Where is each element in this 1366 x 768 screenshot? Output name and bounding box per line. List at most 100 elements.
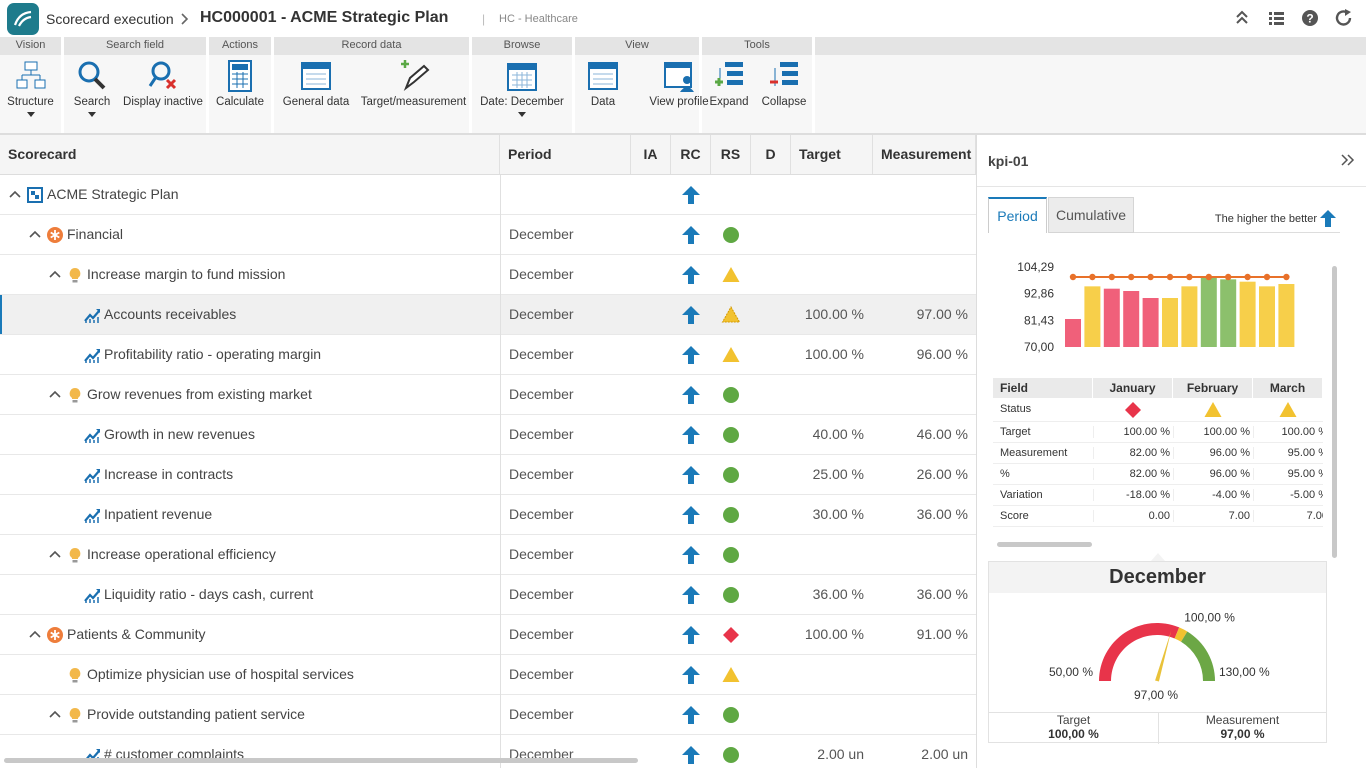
- table-row[interactable]: Increase in contractsDecember25.00 %26.0…: [0, 455, 976, 495]
- toolbar-button[interactable]: Calculate: [209, 55, 271, 131]
- button-label: Display inactive: [120, 96, 206, 108]
- row-name[interactable]: Patients & Community: [67, 626, 206, 642]
- grid-header: Field: [993, 378, 1093, 398]
- list-icon[interactable]: [1269, 12, 1284, 25]
- table-row[interactable]: Accounts receivablesDecember100.00 %97.0…: [0, 295, 976, 335]
- chevron: [1348, 155, 1353, 165]
- table-row[interactable]: Profitability ratio - operating marginDe…: [0, 335, 976, 375]
- row-name[interactable]: Financial: [67, 226, 123, 242]
- toolbar-button[interactable]: Date: December: [472, 55, 572, 131]
- cell-divider: [500, 415, 501, 455]
- column-header[interactable]: Target: [791, 135, 873, 174]
- panel-tab[interactable]: Cumulative: [1048, 197, 1134, 233]
- table-row[interactable]: # customer complaintsDecember2.00 un2.00…: [0, 735, 976, 768]
- row-name[interactable]: Accounts receivables: [104, 306, 236, 322]
- grid-cell: 7.00: [1173, 510, 1250, 522]
- icon-shape: [22, 70, 40, 80]
- icon-shape: [70, 268, 81, 279]
- toolbar-button[interactable]: Target/measurement: [358, 55, 469, 131]
- icon-shape: [85, 511, 99, 521]
- row-name[interactable]: Grow revenues from existing market: [87, 386, 312, 402]
- gauge-title: December: [989, 566, 1326, 589]
- panel-tab[interactable]: Period: [988, 197, 1047, 233]
- table-row[interactable]: Optimize physician use of hospital servi…: [0, 655, 976, 695]
- collapse-icon[interactable]: [1237, 12, 1247, 23]
- toolbar-button[interactable]: Data: [561, 55, 645, 131]
- table-row[interactable]: Financial December: [0, 215, 976, 255]
- icon-shape: [1237, 12, 1247, 17]
- direction-note: The higher the better: [1215, 213, 1317, 225]
- table-row[interactable]: Inpatient revenueDecember30.00 %36.00 %: [0, 495, 976, 535]
- column-header[interactable]: IA: [631, 135, 671, 174]
- row-name[interactable]: Increase in contracts: [104, 466, 233, 482]
- arrow: [518, 112, 526, 117]
- row-icon: [84, 347, 100, 364]
- row-period: December: [509, 226, 574, 242]
- cell-divider: [500, 615, 501, 655]
- refresh-icon[interactable]: [1337, 9, 1351, 24]
- arrow-up: [682, 346, 700, 364]
- column-header[interactable]: RS: [711, 135, 751, 174]
- column-header[interactable]: RC: [671, 135, 711, 174]
- column-header[interactable]: Measurement: [873, 135, 976, 174]
- status-circle: [723, 707, 739, 723]
- pointer: [1151, 553, 1165, 561]
- row-icon: [67, 547, 83, 564]
- table-row[interactable]: Growth in new revenuesDecember40.00 %46.…: [0, 415, 976, 455]
- row-name[interactable]: Growth in new revenues: [104, 426, 255, 442]
- row-measurement: 26.00 %: [917, 466, 968, 482]
- row-name[interactable]: Profitability ratio - operating margin: [104, 346, 321, 362]
- row-name[interactable]: Inpatient revenue: [104, 506, 212, 522]
- column-header[interactable]: D: [751, 135, 791, 174]
- row-period: December: [509, 586, 574, 602]
- toolbar-button[interactable]: Collapse: [756, 55, 812, 131]
- kpi-chart: 70,0081,4392,86104,29: [977, 255, 1337, 365]
- button-icon: [663, 60, 695, 92]
- row-name[interactable]: Increase margin to fund mission: [87, 266, 285, 282]
- table-row[interactable]: Grow revenues from existing marketDecemb…: [0, 375, 976, 415]
- grid-status: [1279, 401, 1297, 419]
- toolbar-button[interactable]: Display inactive: [120, 55, 206, 131]
- rs-status: [721, 505, 741, 525]
- row-icon: [84, 587, 100, 604]
- column-header[interactable]: Period: [500, 135, 631, 174]
- y-tick-label: 81,43: [1024, 313, 1054, 327]
- column-header[interactable]: Scorecard: [0, 135, 500, 174]
- scorecard-table: ScorecardPeriodIARCRSDTargetMeasurement A…: [0, 135, 976, 768]
- help-icon[interactable]: ?: [1302, 10, 1318, 26]
- table-row[interactable]: Increase margin to fund missionDecember: [0, 255, 976, 295]
- table-row[interactable]: Increase operational efficiencyDecember: [0, 535, 976, 575]
- toolbar-button[interactable]: Search: [64, 55, 120, 131]
- table-row[interactable]: Provide outstanding patient serviceDecem…: [0, 695, 976, 735]
- top-bar: Scorecard execution HC000001 - ACME Stra…: [0, 0, 1366, 37]
- row-name[interactable]: Optimize physician use of hospital servi…: [87, 666, 354, 682]
- bar: [1123, 291, 1139, 347]
- table-row[interactable]: Patients & CommunityDecember100.00 %91.0…: [0, 615, 976, 655]
- row-name[interactable]: Liquidity ratio - days cash, current: [104, 586, 313, 602]
- grid-scrollbar[interactable]: [997, 542, 1092, 547]
- logo[interactable]: [7, 3, 39, 35]
- bar: [1084, 286, 1100, 347]
- panel-divider: [977, 186, 1366, 187]
- panel-scrollbar[interactable]: [1332, 266, 1337, 558]
- row-name[interactable]: Increase operational efficiency: [87, 546, 276, 562]
- toolbar-group: BrowseDate: December: [472, 37, 575, 133]
- cell-divider: [500, 655, 501, 695]
- toolbar-button[interactable]: Expand: [702, 55, 756, 131]
- icon-shape: [73, 560, 78, 563]
- button-label: Collapse: [756, 96, 812, 108]
- table-row[interactable]: Liquidity ratio - days cash, current Dece…: [0, 575, 976, 615]
- status-circle: [723, 747, 739, 763]
- row-period: December: [509, 666, 574, 682]
- cell-divider: [500, 695, 501, 735]
- breadcrumb[interactable]: Scorecard execution: [46, 11, 174, 27]
- table-row[interactable]: ACME Strategic Plan: [0, 175, 976, 215]
- row-name[interactable]: Provide outstanding patient service: [87, 706, 305, 722]
- rc-arrow: [682, 746, 700, 764]
- row-name[interactable]: ACME Strategic Plan: [47, 186, 179, 202]
- horizontal-scrollbar[interactable]: [4, 758, 638, 763]
- toolbar-button[interactable]: Structure: [1, 55, 61, 131]
- toolbar-button[interactable]: General data: [274, 55, 358, 131]
- rs-status: [721, 585, 741, 605]
